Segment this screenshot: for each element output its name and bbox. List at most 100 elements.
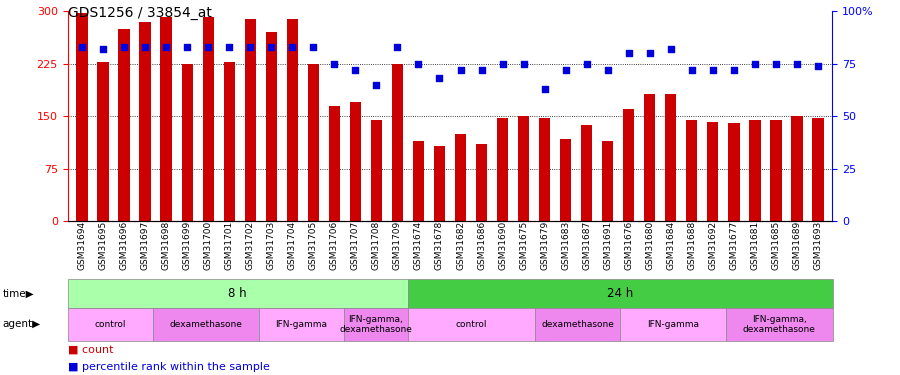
- Text: GSM31696: GSM31696: [120, 221, 129, 270]
- Bar: [68, 279, 408, 308]
- Text: 8 h: 8 h: [229, 287, 247, 300]
- Text: GSM31703: GSM31703: [267, 221, 276, 270]
- Text: GSM31700: GSM31700: [203, 221, 212, 270]
- Point: [580, 61, 594, 67]
- Point: [495, 61, 509, 67]
- Point: [285, 44, 300, 50]
- Bar: [223, 62, 235, 221]
- Bar: [749, 120, 760, 221]
- Bar: [76, 13, 88, 221]
- Point: [685, 67, 699, 73]
- Text: GSM31691: GSM31691: [603, 221, 612, 270]
- Text: GSM31701: GSM31701: [225, 221, 234, 270]
- Text: GSM31698: GSM31698: [162, 221, 171, 270]
- Point: [454, 67, 468, 73]
- Bar: [620, 308, 726, 341]
- Bar: [706, 122, 718, 221]
- Bar: [119, 29, 130, 221]
- Point: [328, 61, 342, 67]
- Text: GSM31706: GSM31706: [330, 221, 339, 270]
- Point: [600, 67, 615, 73]
- Point: [643, 50, 657, 56]
- Bar: [68, 308, 152, 341]
- Point: [265, 44, 279, 50]
- Text: GSM31683: GSM31683: [561, 221, 570, 270]
- Point: [369, 82, 383, 88]
- Bar: [97, 62, 109, 221]
- Bar: [259, 308, 344, 341]
- Text: GSM31699: GSM31699: [183, 221, 192, 270]
- Point: [411, 61, 426, 67]
- Point: [621, 50, 635, 56]
- Text: GSM31707: GSM31707: [351, 221, 360, 270]
- Text: IFN-gamma,
dexamethasone: IFN-gamma, dexamethasone: [742, 315, 815, 334]
- Point: [663, 46, 678, 52]
- Text: GSM31686: GSM31686: [477, 221, 486, 270]
- Bar: [408, 308, 535, 341]
- Text: GSM31679: GSM31679: [540, 221, 549, 270]
- Point: [96, 46, 111, 52]
- Text: control: control: [455, 320, 487, 329]
- Text: GSM31697: GSM31697: [140, 221, 149, 270]
- Point: [706, 67, 720, 73]
- Point: [769, 61, 783, 67]
- Text: GSM31695: GSM31695: [99, 221, 108, 270]
- Text: GSM31674: GSM31674: [414, 221, 423, 270]
- Text: GSM31692: GSM31692: [708, 221, 717, 270]
- Bar: [602, 141, 614, 221]
- Bar: [408, 279, 832, 308]
- Bar: [140, 22, 151, 221]
- Text: 24 h: 24 h: [607, 287, 633, 300]
- Point: [474, 67, 489, 73]
- Point: [391, 44, 405, 50]
- Bar: [539, 118, 551, 221]
- Bar: [665, 94, 677, 221]
- Bar: [328, 106, 340, 221]
- Text: IFN-gamma: IFN-gamma: [275, 320, 328, 329]
- Bar: [560, 139, 572, 221]
- Bar: [580, 124, 592, 221]
- Text: GSM31709: GSM31709: [393, 221, 402, 270]
- Point: [348, 67, 363, 73]
- Text: GSM31687: GSM31687: [582, 221, 591, 270]
- Point: [243, 44, 257, 50]
- Point: [789, 61, 804, 67]
- Point: [558, 67, 572, 73]
- Bar: [812, 118, 824, 221]
- Text: time▶: time▶: [3, 288, 34, 298]
- Bar: [791, 116, 803, 221]
- Text: GSM31685: GSM31685: [771, 221, 780, 270]
- Bar: [644, 94, 655, 221]
- Bar: [770, 120, 781, 221]
- Bar: [535, 308, 620, 341]
- Bar: [152, 308, 259, 341]
- Bar: [497, 118, 508, 221]
- Bar: [726, 308, 832, 341]
- Bar: [202, 17, 214, 221]
- Point: [201, 44, 215, 50]
- Point: [811, 63, 825, 69]
- Text: GSM31693: GSM31693: [814, 221, 823, 270]
- Text: GSM31702: GSM31702: [246, 221, 255, 270]
- Text: ■ count: ■ count: [68, 345, 113, 355]
- Bar: [686, 120, 698, 221]
- Text: GSM31708: GSM31708: [372, 221, 381, 270]
- Text: GSM31694: GSM31694: [77, 221, 86, 270]
- Point: [306, 44, 320, 50]
- Point: [537, 86, 552, 92]
- Text: GSM31684: GSM31684: [666, 221, 675, 270]
- Text: agent▶: agent▶: [3, 320, 40, 329]
- Bar: [349, 102, 361, 221]
- Text: GSM31675: GSM31675: [519, 221, 528, 270]
- Bar: [160, 17, 172, 221]
- Text: GSM31677: GSM31677: [729, 221, 738, 270]
- Bar: [182, 64, 194, 221]
- Text: GSM31704: GSM31704: [288, 221, 297, 270]
- Point: [726, 67, 741, 73]
- Text: GSM31688: GSM31688: [688, 221, 697, 270]
- Point: [75, 44, 89, 50]
- Text: GSM31690: GSM31690: [498, 221, 507, 270]
- Bar: [728, 123, 740, 221]
- Bar: [434, 146, 446, 221]
- Point: [117, 44, 131, 50]
